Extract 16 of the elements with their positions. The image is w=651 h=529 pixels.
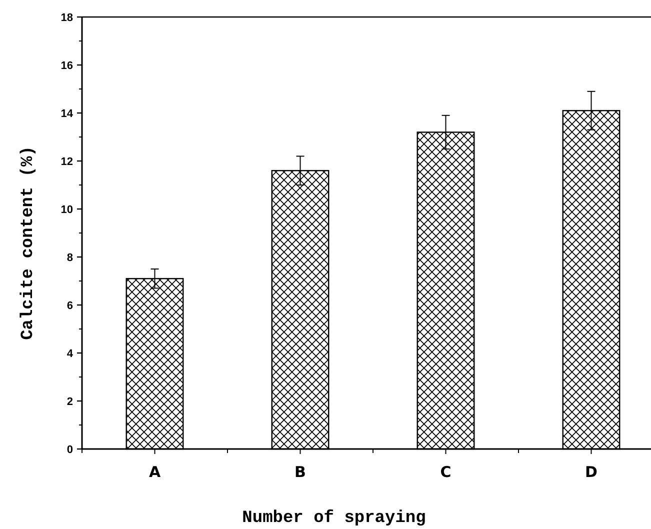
y-tick-label: 10 (60, 204, 73, 216)
y-tick-label: 8 (66, 252, 73, 264)
y-tick-label: 16 (60, 60, 73, 72)
y-tick-label: 14 (60, 108, 74, 120)
y-tick-label: 6 (66, 300, 73, 312)
y-tick-label: 18 (60, 12, 73, 24)
y-tick-label: 2 (66, 396, 73, 408)
y-tick-label: 12 (60, 156, 73, 168)
x-tick-label: D (585, 463, 598, 481)
y-tick-label: 0 (66, 444, 73, 456)
x-axis-title: Number of spraying (242, 509, 426, 528)
x-tick-label: A (148, 463, 161, 481)
x-tick-label: C (440, 463, 452, 481)
y-axis-title: Calcite content (%) (19, 146, 38, 340)
x-tick-label: B (294, 463, 306, 481)
y-tick-label: 4 (66, 348, 74, 360)
